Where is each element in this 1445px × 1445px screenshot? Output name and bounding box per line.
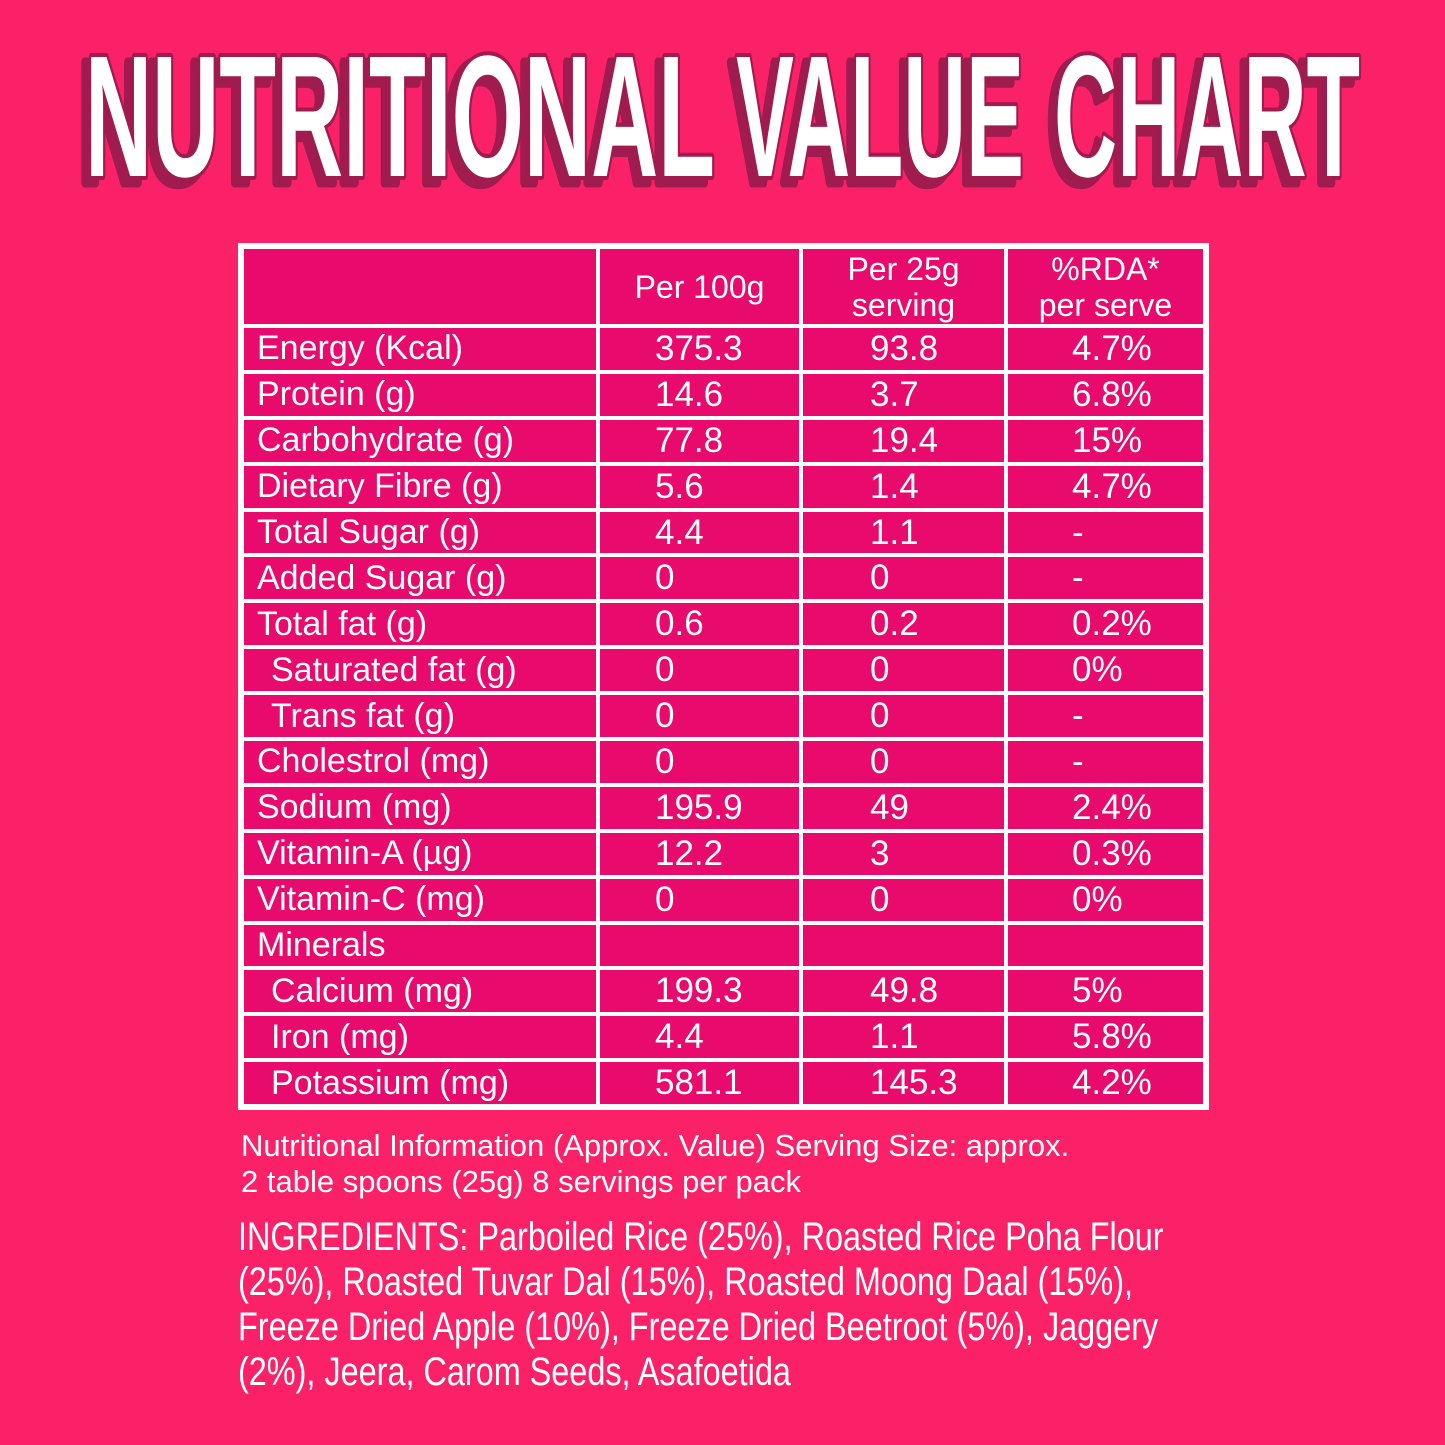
svg-text:VALUE: VALUE <box>729 25 1017 219</box>
svg-text:NUTRITIONAL: NUTRITIONAL <box>78 25 708 219</box>
svg-text:CHART: CHART <box>1047 25 1353 219</box>
svg-text:VALUE: VALUE <box>736 19 1024 213</box>
svg-text:CHART: CHART <box>1054 19 1360 213</box>
svg-text:NUTRITIONAL: NUTRITIONAL <box>85 19 715 213</box>
